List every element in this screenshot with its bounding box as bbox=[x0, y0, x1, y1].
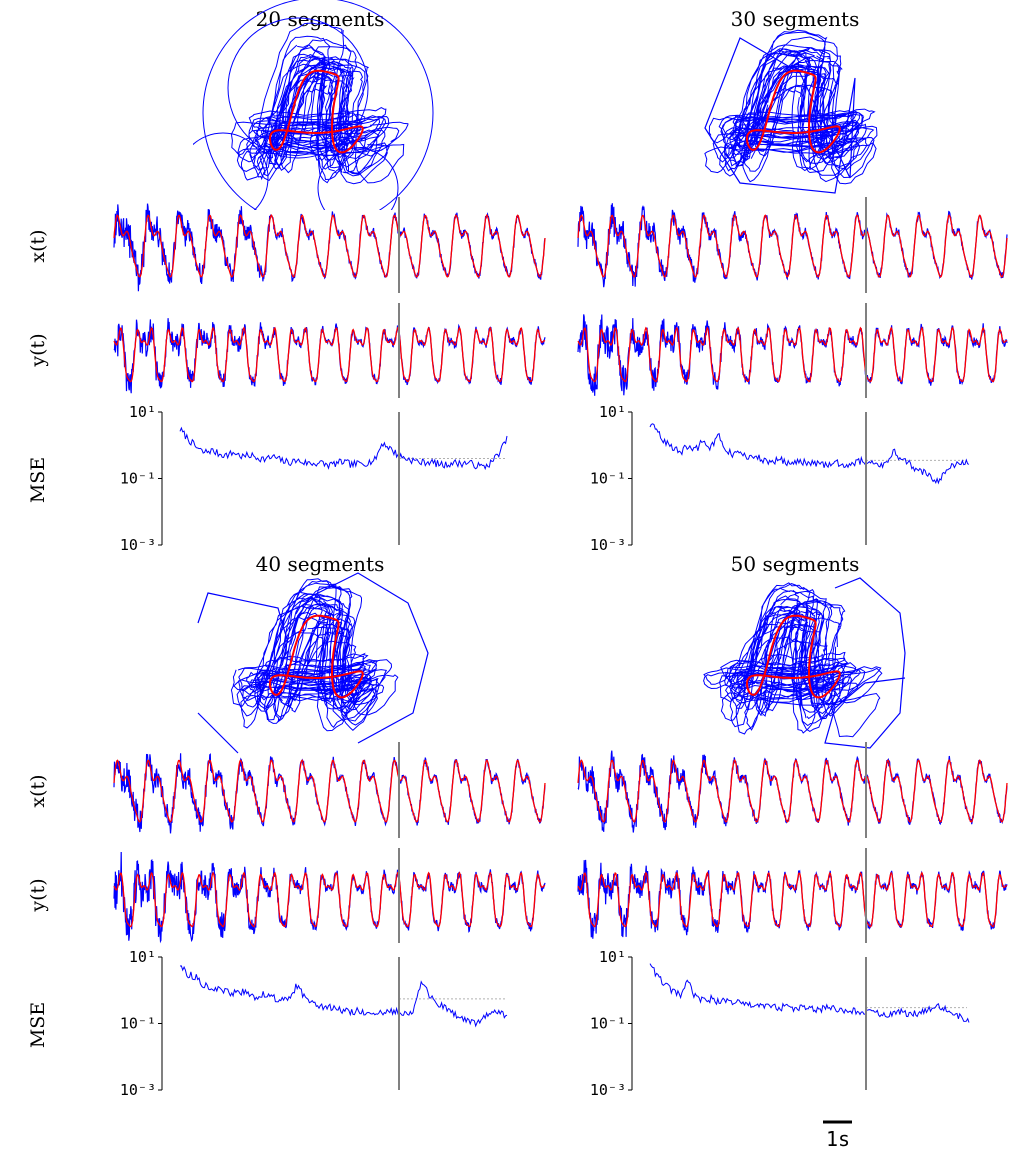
prediction-trajectory bbox=[230, 578, 399, 732]
x-timeseries bbox=[577, 742, 1008, 838]
panel-1: 20 segments 10¹ 10⁻¹ 10⁻³ bbox=[113, 0, 546, 554]
target-line bbox=[577, 758, 1008, 823]
prediction-line bbox=[577, 859, 1008, 939]
mse-plot: 10¹ 10⁻¹ 10⁻³ bbox=[590, 948, 970, 1099]
mse-line bbox=[649, 963, 970, 1023]
target-line bbox=[577, 871, 1008, 928]
target-line bbox=[577, 326, 1008, 383]
mse-tick-label: 10⁻¹ bbox=[120, 470, 156, 488]
mse-tick-label: 10⁻¹ bbox=[120, 1015, 156, 1033]
outlier-loop bbox=[202, 0, 434, 210]
prediction-line bbox=[577, 750, 1008, 833]
target-line bbox=[113, 871, 546, 928]
x-timeseries bbox=[113, 742, 546, 838]
trajectory-plot bbox=[702, 577, 906, 749]
y-timeseries bbox=[113, 303, 546, 398]
outlier-loop bbox=[317, 147, 399, 210]
prediction-line bbox=[577, 314, 1008, 396]
row-label-x: x(t) bbox=[27, 229, 49, 262]
mse-tick-label: 10⁻³ bbox=[590, 1081, 626, 1099]
trajectory-plot bbox=[193, 0, 434, 210]
scale-bar-label: 1s bbox=[826, 1127, 850, 1151]
prediction-trajectory bbox=[230, 22, 409, 185]
prediction-line bbox=[113, 318, 546, 394]
mse-tick-label: 10¹ bbox=[599, 948, 626, 966]
mse-line bbox=[179, 965, 508, 1028]
panel-title: 40 segments bbox=[256, 552, 385, 576]
row-label-y: y(t) bbox=[27, 333, 49, 367]
mse-tick-label: 10⁻¹ bbox=[590, 470, 626, 488]
outlier-path bbox=[197, 572, 429, 754]
target-trajectory bbox=[746, 69, 841, 154]
x-timeseries bbox=[577, 197, 1008, 293]
row-label-mse: MSE bbox=[27, 457, 49, 503]
panel-4: 50 segments 10¹ 10⁻¹ 10⁻³ bbox=[577, 552, 1008, 1099]
outlier-path bbox=[704, 37, 856, 194]
outlier-loop bbox=[193, 132, 269, 210]
mse-tick-label: 10⁻¹ bbox=[590, 1015, 626, 1033]
prediction-line bbox=[113, 753, 546, 834]
row-label-x: x(t) bbox=[27, 774, 49, 807]
y-timeseries bbox=[577, 848, 1008, 943]
target-line bbox=[113, 326, 546, 383]
row-label-mse: MSE bbox=[27, 1002, 49, 1048]
mse-tick-label: 10⁻³ bbox=[590, 536, 626, 554]
panel-title: 50 segments bbox=[731, 552, 860, 576]
mse-line bbox=[179, 426, 508, 471]
prediction-trajectory bbox=[702, 582, 883, 738]
target-trajectory bbox=[746, 614, 841, 699]
trajectory-plot bbox=[704, 29, 878, 194]
target-line bbox=[113, 213, 546, 278]
mse-plot: 10¹ 10⁻¹ 10⁻³ bbox=[590, 403, 970, 554]
prediction-line bbox=[113, 851, 546, 944]
trajectory-plot bbox=[197, 572, 429, 754]
panel-title: 20 segments bbox=[256, 7, 385, 31]
x-timeseries bbox=[113, 197, 546, 293]
y-timeseries bbox=[577, 303, 1008, 398]
target-trajectory bbox=[269, 614, 364, 699]
mse-tick-label: 10⁻³ bbox=[120, 1081, 156, 1099]
mse-tick-label: 10⁻³ bbox=[120, 536, 156, 554]
mse-plot: 10¹ 10⁻¹ 10⁻³ bbox=[120, 403, 508, 554]
mse-tick-label: 10¹ bbox=[599, 403, 626, 421]
target-line bbox=[577, 213, 1008, 278]
target-line bbox=[113, 758, 546, 823]
mse-line bbox=[649, 423, 970, 485]
mse-tick-label: 10¹ bbox=[129, 403, 156, 421]
outlier-loop bbox=[227, 17, 369, 159]
row-label-y: y(t) bbox=[27, 878, 49, 912]
mse-tick-label: 10¹ bbox=[129, 948, 156, 966]
mse-plot: 10¹ 10⁻¹ 10⁻³ bbox=[120, 948, 508, 1099]
panel-3: 40 segments 10¹ 10⁻¹ 10⁻³ bbox=[113, 552, 546, 1099]
panel-title: 30 segments bbox=[731, 7, 860, 31]
panel-2: 30 segments 10¹ 10⁻¹ 10⁻³ bbox=[577, 7, 1008, 554]
target-trajectory bbox=[269, 69, 364, 154]
y-timeseries bbox=[113, 848, 546, 944]
outlier-path bbox=[824, 577, 906, 749]
